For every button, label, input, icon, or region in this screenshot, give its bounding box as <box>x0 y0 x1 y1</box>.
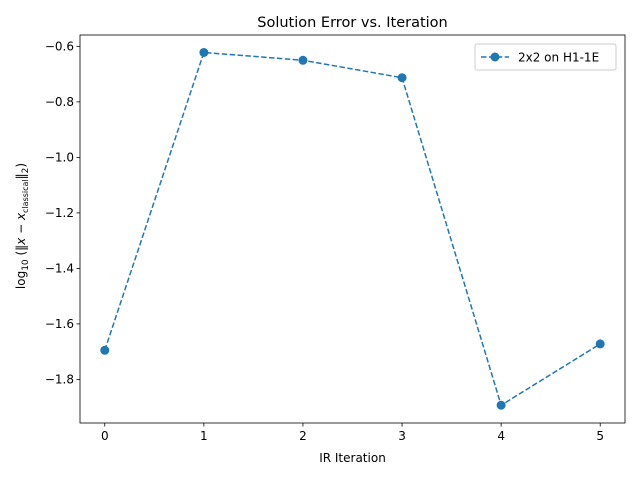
series-line <box>104 51 601 407</box>
y-label-close: ‖ <box>14 173 28 179</box>
x-tick-label: 0 <box>101 429 109 443</box>
axes-frame <box>79 34 626 424</box>
data-point <box>595 339 605 349</box>
x-tick-label: 4 <box>497 429 505 443</box>
y-label-log: log <box>14 271 28 289</box>
y-tick-label: −0.6 <box>45 40 74 54</box>
y-tick-label: −1.8 <box>45 373 74 387</box>
y-tick-label: −1.0 <box>45 151 74 165</box>
x-tick-label: 3 <box>398 429 406 443</box>
y-tick-label: −1.2 <box>45 206 74 220</box>
data-point <box>496 400 506 410</box>
chart-title: Solution Error vs. Iteration <box>257 15 448 31</box>
y-tick-label: −1.6 <box>45 317 74 331</box>
x-tick-label: 2 <box>299 429 307 443</box>
data-point <box>100 345 110 355</box>
y-label-open: (‖ <box>14 245 28 260</box>
y-label-norm-sub: 2 <box>21 168 31 174</box>
legend-label: 2x2 on H1-1E <box>518 51 599 65</box>
y-axis-ticks: −1.8 −1.6 −1.4 −1.2 −1.0 −0.8 −0.6 <box>45 40 80 387</box>
data-point <box>397 73 407 83</box>
legend-box <box>474 43 617 71</box>
y-tick-label: −0.8 <box>45 95 74 109</box>
plot-area <box>79 34 626 424</box>
y-axis-label: log10 (‖x − xclassical‖2) <box>14 163 31 289</box>
data-point <box>298 55 308 65</box>
data-point <box>199 47 209 57</box>
y-label-end: ) <box>14 163 28 168</box>
y-label-var: x <box>14 237 28 246</box>
series-layer <box>100 47 605 410</box>
x-axis-ticks: 0 1 2 3 4 5 <box>101 423 604 443</box>
y-tick-label: −1.4 <box>45 262 74 276</box>
legend-marker-swatch <box>490 52 500 62</box>
y-label-base: 10 <box>21 259 31 271</box>
x-tick-label: 5 <box>596 429 604 443</box>
y-label-var2: x <box>14 212 28 221</box>
x-tick-label: 1 <box>200 429 208 443</box>
x-axis-label: IR Iteration <box>319 451 386 465</box>
y-label-minus: − <box>14 220 28 238</box>
y-label-sub: classical <box>21 179 30 213</box>
legend: 2x2 on H1-1E <box>474 43 617 71</box>
